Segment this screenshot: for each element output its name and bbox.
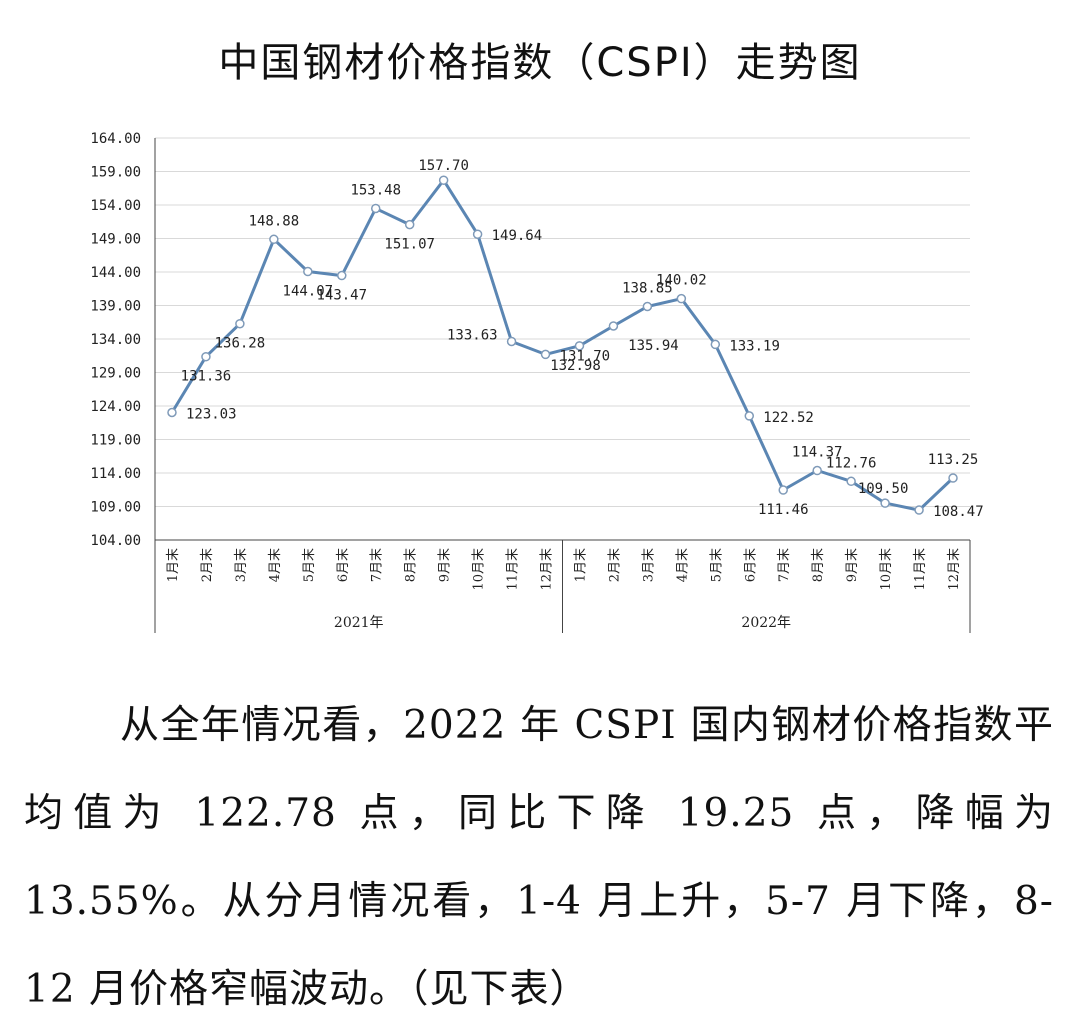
data-label: 123.03 bbox=[186, 406, 237, 422]
summary-paragraph: 从全年情况看，2022 年 CSPI 国内钢材价格指数平均值为 122.78 点… bbox=[24, 682, 1054, 1034]
data-label: 122.52 bbox=[763, 410, 814, 426]
y-tick-label: 139.00 bbox=[90, 299, 141, 315]
x-tick-labels: 1月末 2月末 3月末 4月末 5月末 6月末 7月末 8月末 9月末 10月末 11月末 12月末 1… bbox=[166, 548, 962, 591]
data-point-marker bbox=[236, 320, 244, 328]
x-tick-label: 7月末 bbox=[777, 548, 792, 582]
data-label: 133.63 bbox=[447, 327, 498, 343]
y-tick-label: 109.00 bbox=[90, 500, 141, 516]
x-tick-label: 2月末 bbox=[200, 548, 215, 582]
x-tick-label: 2月末 bbox=[607, 548, 622, 582]
data-label: 157.70 bbox=[418, 158, 469, 174]
data-point-marker bbox=[609, 322, 617, 330]
y-tick-label: 129.00 bbox=[90, 366, 141, 382]
data-point-marker bbox=[915, 506, 923, 514]
x-tick-label: 6月末 bbox=[336, 548, 351, 582]
data-point-marker bbox=[643, 303, 651, 311]
data-point-marker bbox=[168, 408, 176, 416]
x-tick-label: 3月末 bbox=[641, 548, 656, 582]
data-point-marker bbox=[949, 474, 957, 482]
data-point-marker bbox=[338, 272, 346, 280]
data-label: 149.64 bbox=[492, 228, 543, 244]
data-point-marker bbox=[779, 486, 787, 494]
data-point-marker bbox=[406, 221, 414, 229]
data-point-marker bbox=[372, 204, 380, 212]
data-point-marker bbox=[745, 412, 753, 420]
x-tick-label: 9月末 bbox=[438, 548, 453, 582]
year-label: 2021年 bbox=[334, 615, 384, 631]
y-tick-labels: 104.00 109.00 114.00 119.00 124.00 129.00 134.… bbox=[90, 131, 141, 549]
x-tick-label: 1月末 bbox=[166, 548, 181, 582]
data-label: 136.28 bbox=[215, 336, 266, 352]
x-tick-label: 8月末 bbox=[811, 548, 826, 582]
grid-lines bbox=[155, 138, 970, 507]
data-point-marker bbox=[711, 340, 719, 348]
data-label: 140.02 bbox=[656, 273, 707, 289]
y-tick-label: 114.00 bbox=[90, 466, 141, 482]
y-tick-label: 144.00 bbox=[90, 265, 141, 281]
data-label: 112.76 bbox=[826, 455, 877, 471]
x-tick-label: 11月末 bbox=[913, 548, 928, 591]
data-label: 131.36 bbox=[181, 369, 232, 385]
x-tick-label: 5月末 bbox=[302, 548, 317, 582]
x-tick-label: 3月末 bbox=[234, 548, 249, 582]
x-tick-label: 11月末 bbox=[506, 548, 521, 591]
data-label: 135.94 bbox=[628, 338, 679, 354]
y-tick-label: 119.00 bbox=[90, 433, 141, 449]
data-label: 133.19 bbox=[729, 338, 780, 354]
data-point-marker bbox=[202, 353, 210, 361]
data-label: 148.88 bbox=[249, 213, 300, 229]
data-label: 151.07 bbox=[384, 237, 435, 253]
x-tick-label: 8月末 bbox=[404, 548, 419, 582]
x-tick-label: 4月末 bbox=[268, 548, 283, 582]
y-tick-label: 149.00 bbox=[90, 232, 141, 248]
x-tick-label: 12月末 bbox=[947, 548, 962, 591]
data-label: 109.50 bbox=[858, 481, 909, 497]
data-point-marker bbox=[474, 230, 482, 238]
x-tick-label: 4月末 bbox=[675, 548, 690, 582]
data-point-marker bbox=[881, 499, 889, 507]
y-tick-label: 124.00 bbox=[90, 399, 141, 415]
y-tick-label: 159.00 bbox=[90, 165, 141, 181]
data-label: 108.47 bbox=[933, 504, 984, 520]
year-label: 2022年 bbox=[741, 615, 791, 631]
y-tick-label: 134.00 bbox=[90, 332, 141, 348]
x-tick-label: 6月末 bbox=[743, 548, 758, 582]
x-tick-label: 12月末 bbox=[540, 548, 555, 591]
y-tick-label: 104.00 bbox=[90, 533, 141, 549]
data-label: 132.98 bbox=[550, 358, 601, 374]
data-point-marker bbox=[847, 477, 855, 485]
data-point-marker bbox=[813, 467, 821, 475]
data-point-marker bbox=[508, 337, 516, 345]
data-label: 113.25 bbox=[928, 452, 979, 468]
data-label: 111.46 bbox=[758, 502, 809, 518]
data-point-marker bbox=[440, 176, 448, 184]
x-tick-label: 10月末 bbox=[879, 548, 894, 591]
data-point-marker bbox=[542, 350, 550, 358]
data-label: 143.47 bbox=[316, 288, 367, 304]
x-tick-label: 9月末 bbox=[845, 548, 860, 582]
data-point-marker bbox=[304, 268, 312, 276]
line-chart: 104.00 109.00 114.00 119.00 124.00 129.00 134.… bbox=[0, 0, 1080, 660]
x-tick-label: 7月末 bbox=[370, 548, 385, 582]
x-tick-label: 5月末 bbox=[709, 548, 724, 582]
data-point-marker bbox=[270, 235, 278, 243]
x-tick-label: 10月末 bbox=[472, 548, 487, 591]
data-point-marker bbox=[677, 295, 685, 303]
data-label: 153.48 bbox=[350, 182, 401, 198]
x-tick-label: 1月末 bbox=[573, 548, 588, 582]
y-tick-label: 154.00 bbox=[90, 198, 141, 214]
y-tick-label: 164.00 bbox=[90, 131, 141, 147]
